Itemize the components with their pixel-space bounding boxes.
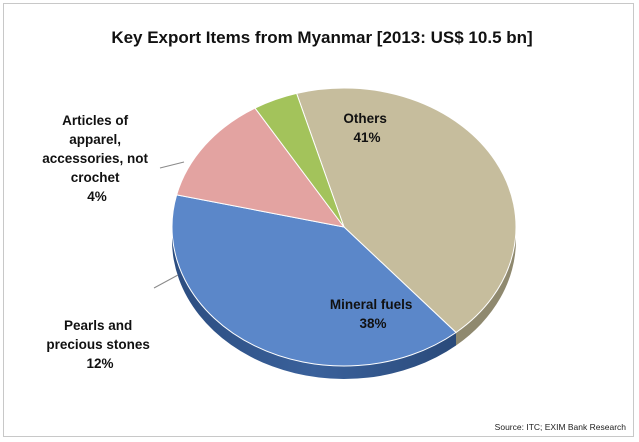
pie-chart: Key Export Items from Myanmar [2013: US$… bbox=[42, 28, 627, 432]
slice-name-others: Others bbox=[343, 111, 387, 126]
chart-frame: Key Export Items from Myanmar [2013: US$… bbox=[3, 3, 634, 437]
slice-label-apparel: Articles of apparel, accessories, not cr… bbox=[42, 113, 152, 204]
pie-3d-edge bbox=[172, 227, 516, 379]
slice-name-apparel-line3: accessories, not bbox=[42, 151, 148, 166]
slice-value-mineral-fuels: 38% bbox=[359, 316, 386, 331]
slice-name-apparel-line4: crochet bbox=[71, 170, 120, 185]
slice-name-pearls-line2: precious stones bbox=[46, 337, 150, 352]
apparel-leader-line bbox=[159, 161, 185, 169]
slice-label-others: Others 41% bbox=[343, 111, 390, 145]
slice-others bbox=[295, 87, 517, 334]
chart-source: Source: ITC; EXIM Bank Research bbox=[495, 422, 627, 432]
slice-value-others: 41% bbox=[353, 130, 380, 145]
pearls-leader-line bbox=[153, 274, 179, 289]
slice-apparel bbox=[254, 92, 345, 228]
slice-value-pearls: 12% bbox=[86, 356, 113, 371]
slice-name-apparel-line1: Articles of bbox=[62, 113, 129, 128]
chart-title: Key Export Items from Myanmar [2013: US$… bbox=[111, 28, 532, 47]
slice-others-edge bbox=[456, 227, 516, 346]
slice-name-apparel-line2: apparel, bbox=[69, 132, 121, 147]
slice-mineral-fuels-edge bbox=[172, 227, 457, 379]
pie-slices bbox=[171, 87, 517, 367]
slice-name-mineral-fuels: Mineral fuels bbox=[330, 297, 413, 312]
slice-pearls bbox=[176, 107, 346, 228]
slice-name-pearls-line1: Pearls and bbox=[64, 318, 132, 333]
slice-mineral-fuels bbox=[171, 194, 457, 367]
slice-label-mineral-fuels: Mineral fuels 38% bbox=[330, 297, 416, 331]
slice-label-pearls: Pearls and precious stones 12% bbox=[46, 318, 153, 371]
slice-value-apparel: 4% bbox=[87, 189, 107, 204]
